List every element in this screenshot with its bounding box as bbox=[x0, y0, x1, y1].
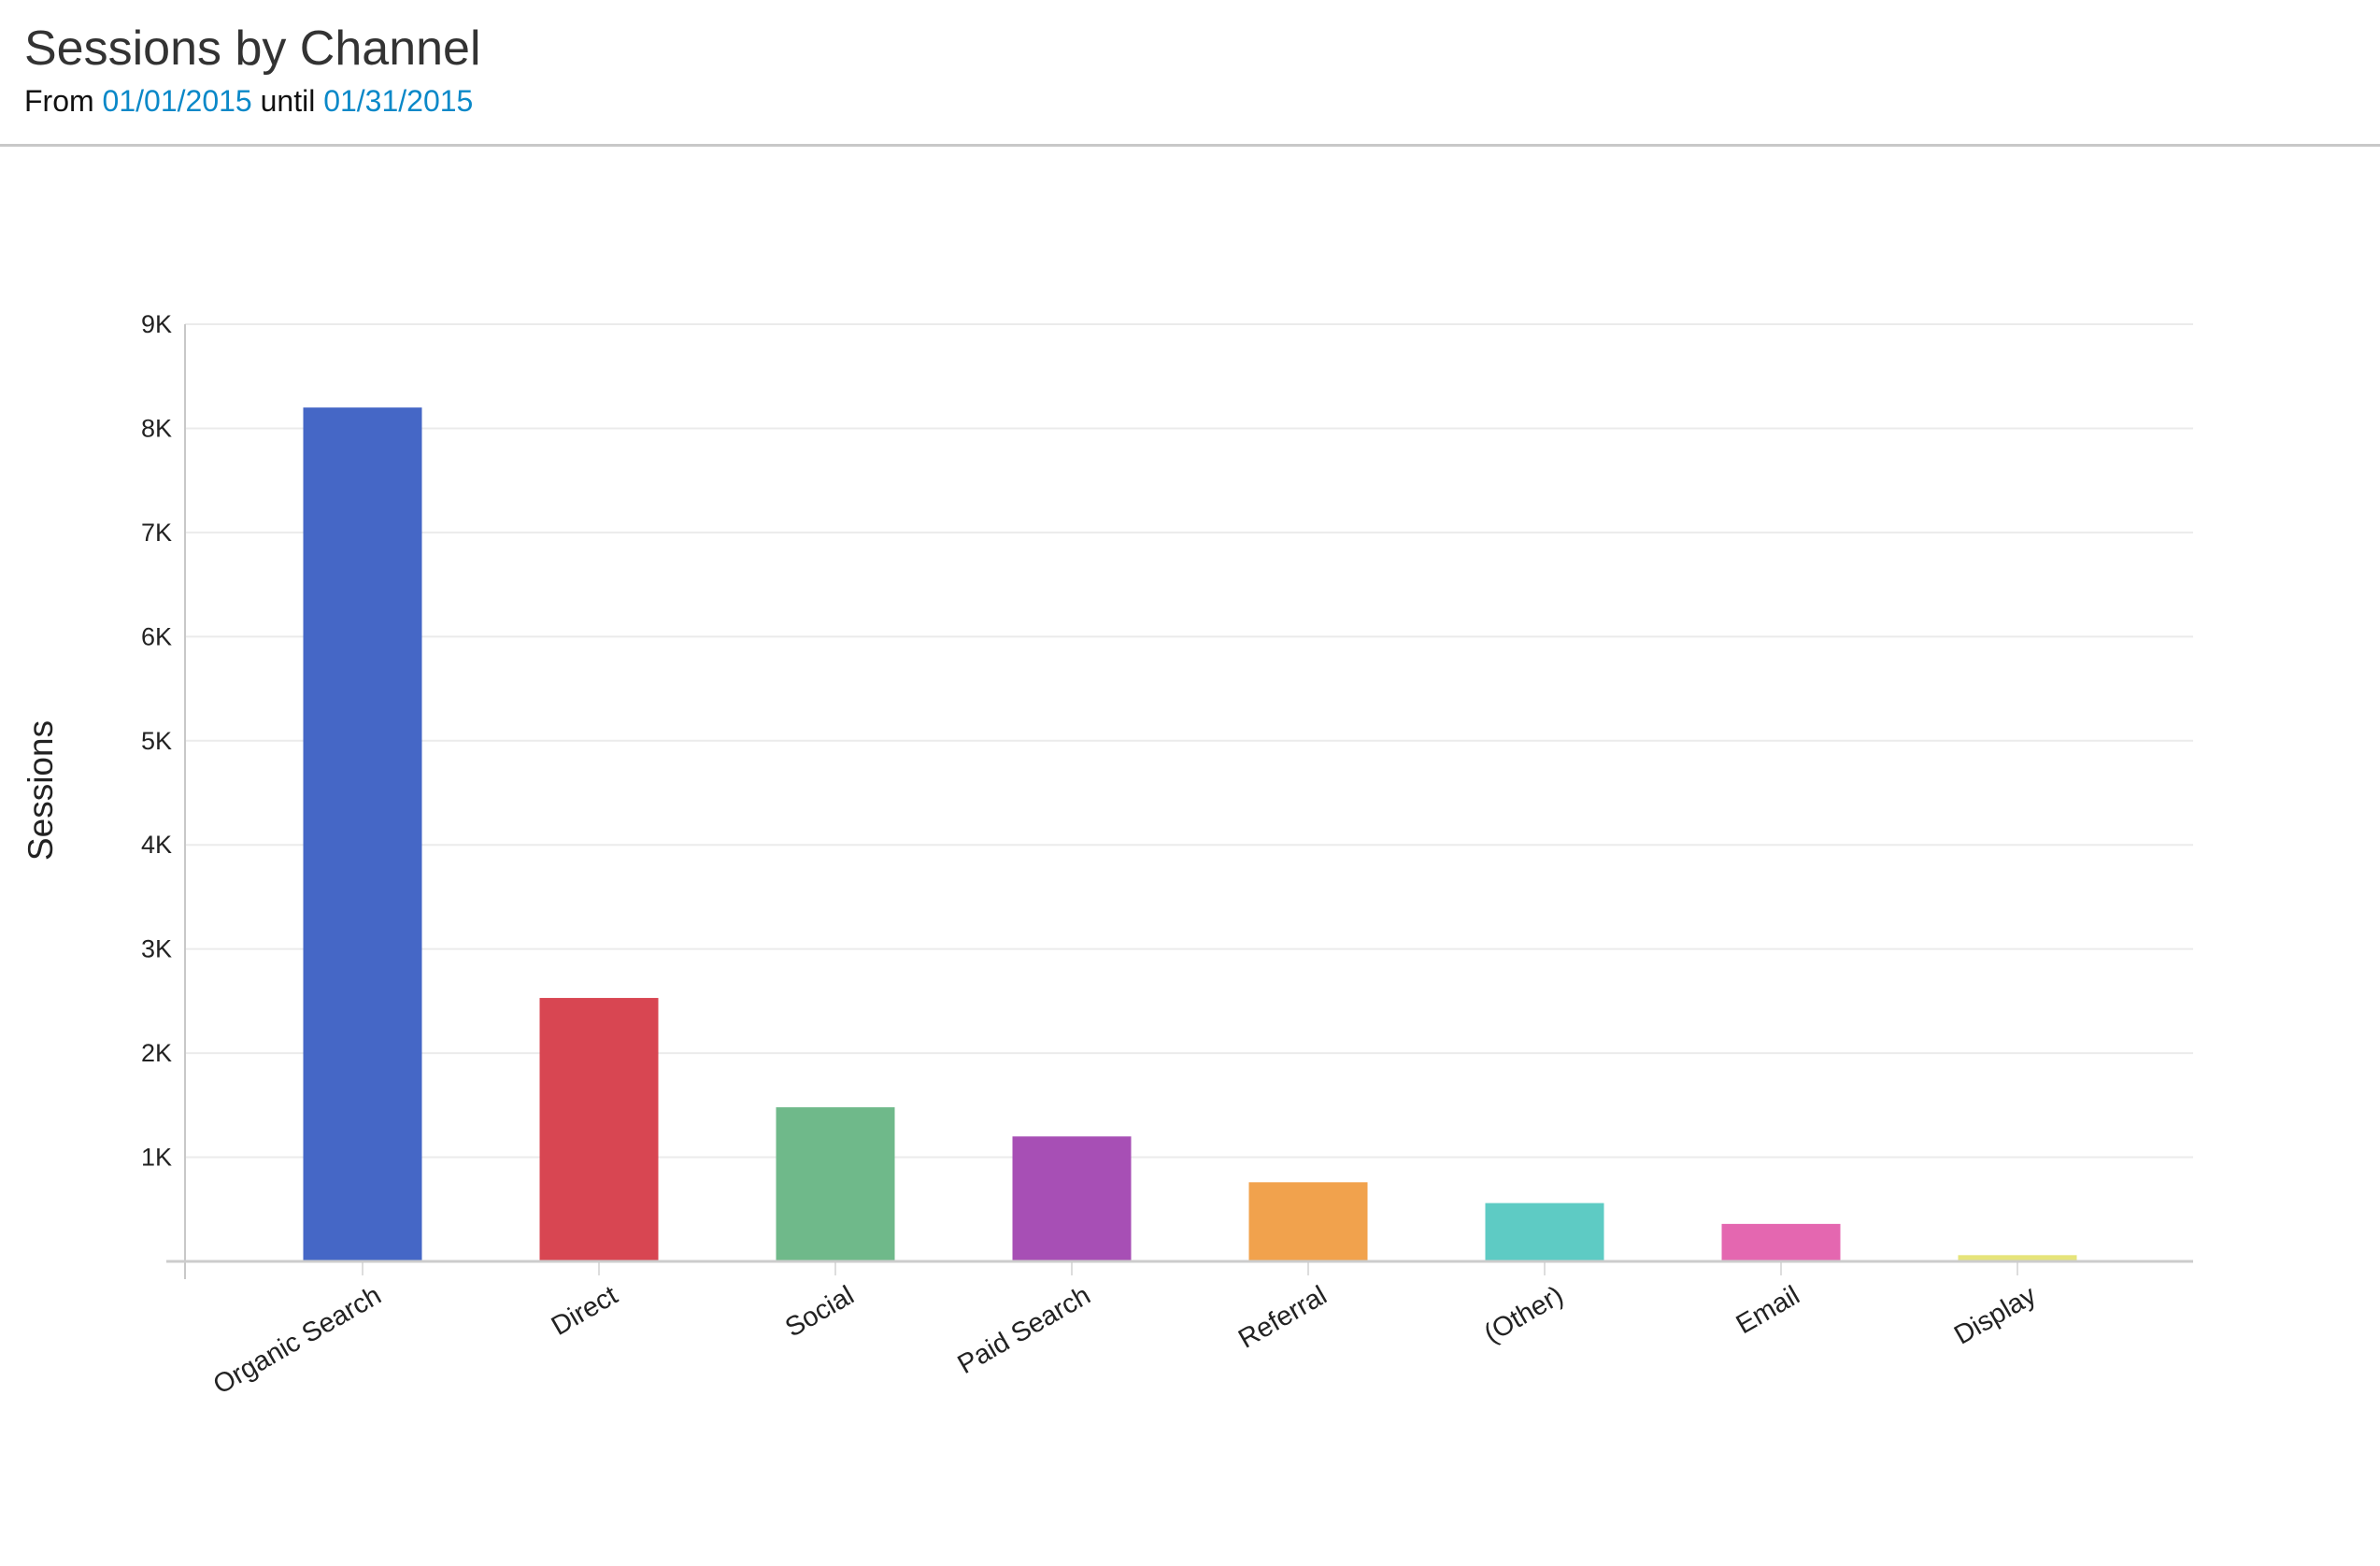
y-axis-title: Sessions bbox=[21, 720, 60, 861]
y-tick-label: 8K bbox=[141, 414, 172, 442]
x-tick-label: Social bbox=[780, 1280, 859, 1343]
y-tick-label: 5K bbox=[141, 727, 172, 755]
x-tick-label: Email bbox=[1732, 1280, 1805, 1340]
bar-referral bbox=[1248, 1182, 1368, 1261]
until-date-link[interactable]: 01/31/2015 bbox=[323, 84, 474, 118]
y-tick-label: 2K bbox=[141, 1039, 172, 1067]
x-tick-label: Organic Search bbox=[208, 1280, 387, 1400]
from-label: From bbox=[24, 84, 94, 118]
bar-organic-search bbox=[303, 407, 422, 1262]
from-date-link[interactable]: 01/01/2015 bbox=[102, 84, 252, 118]
x-tick-label: Direct bbox=[547, 1280, 623, 1342]
until-label: until bbox=[260, 84, 316, 118]
x-tick-label: (Other) bbox=[1479, 1280, 1569, 1349]
y-tick-label: 9K bbox=[141, 310, 172, 338]
bar-other bbox=[1485, 1203, 1604, 1261]
y-tick-label: 3K bbox=[141, 935, 172, 963]
report-header: Sessions by Channel From 01/01/2015 unti… bbox=[0, 0, 2380, 147]
page-title: Sessions by Channel bbox=[24, 21, 481, 76]
bar-paid-search bbox=[1012, 1136, 1132, 1261]
x-tick-label: Referral bbox=[1233, 1280, 1332, 1354]
x-tick-label: Display bbox=[1949, 1280, 2042, 1351]
y-tick-label: 6K bbox=[141, 622, 172, 650]
date-range: From 01/01/2015 until 01/31/2015 bbox=[24, 84, 473, 119]
y-tick-label: 7K bbox=[141, 519, 172, 547]
bar-email bbox=[1721, 1223, 1841, 1261]
bar-display bbox=[1958, 1255, 2077, 1261]
x-tick-label: Paid Search bbox=[953, 1280, 1096, 1380]
bar-direct bbox=[539, 998, 659, 1261]
bar-social bbox=[776, 1107, 895, 1261]
y-tick-label: 1K bbox=[141, 1144, 172, 1172]
y-tick-label: 4K bbox=[141, 831, 172, 859]
